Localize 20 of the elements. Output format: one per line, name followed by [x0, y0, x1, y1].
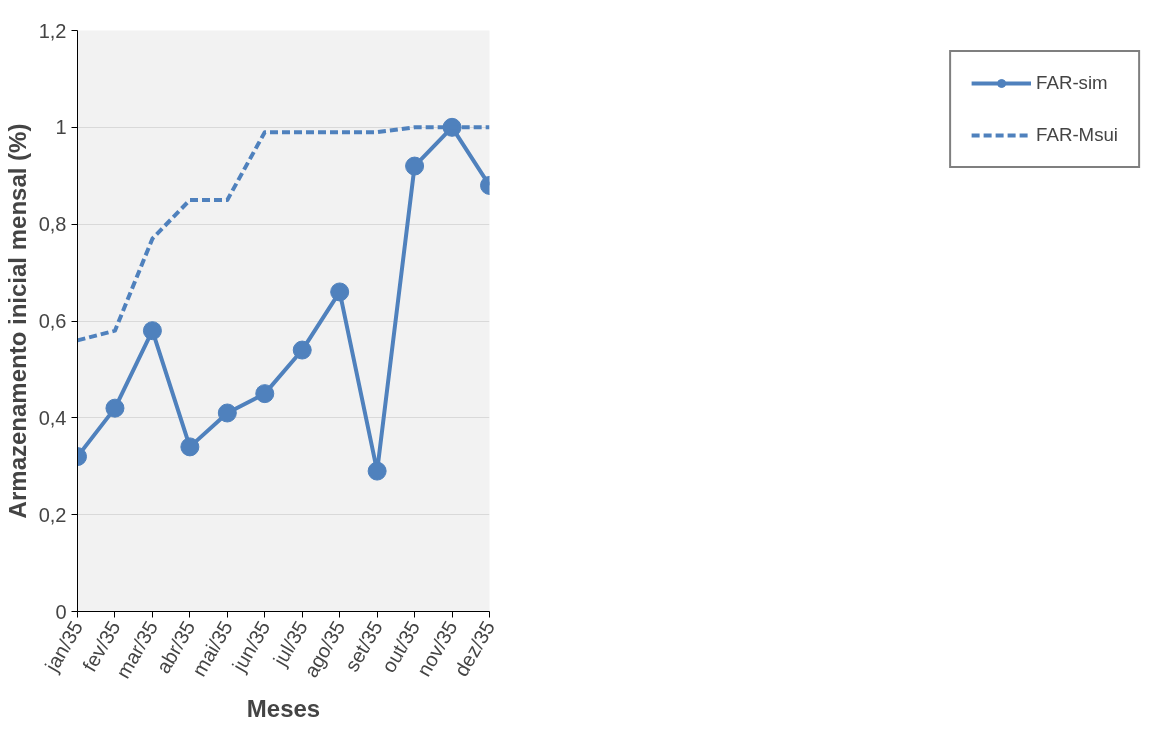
- point: [292, 340, 312, 360]
- point: [330, 282, 350, 302]
- point: [255, 384, 275, 404]
- y-tick-label: 0,8: [38, 213, 67, 236]
- point: [142, 321, 162, 341]
- y-tick-label: 0,2: [38, 503, 67, 526]
- legend-label: FAR-sim: [1036, 72, 1108, 94]
- legend-label: FAR-Msui: [1036, 124, 1118, 146]
- point: [367, 461, 387, 481]
- y-axis-title: Armazenamento inicial mensal (%): [3, 123, 31, 519]
- y-tick-label: 0,4: [38, 406, 67, 429]
- point: [180, 437, 200, 457]
- point: [405, 156, 425, 176]
- y-tick-label: 0: [55, 600, 67, 623]
- y-tick-label: 0,6: [38, 310, 67, 332]
- point: [217, 403, 237, 423]
- x-axis-title: Meses: [246, 695, 321, 723]
- y-tick-label: 1,2: [38, 19, 67, 42]
- point: [105, 398, 125, 418]
- y-tick-label: 1: [55, 116, 67, 139]
